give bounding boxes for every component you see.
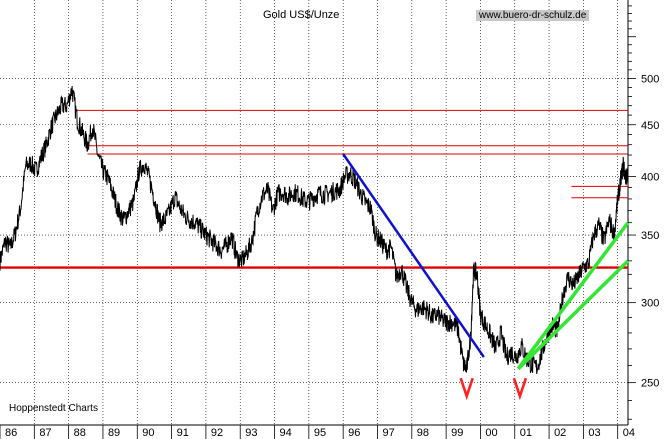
x-tick-label: 97 xyxy=(382,427,394,439)
x-tick-label: 87 xyxy=(39,427,51,439)
y-tick-label: 450 xyxy=(641,120,659,132)
v-bottom-mark xyxy=(459,377,474,401)
website-url[interactable]: www.buero-dr-schulz.de xyxy=(476,10,590,21)
y-tick-label: 250 xyxy=(641,378,659,390)
x-tick-label: 92 xyxy=(211,427,223,439)
x-tick-label: 89 xyxy=(108,427,120,439)
x-tick-label: 88 xyxy=(74,427,86,439)
data-source-label: Hoppenstedt Charts xyxy=(9,403,98,414)
x-tick-label: 94 xyxy=(280,427,292,439)
v-bottom-mark xyxy=(512,377,528,401)
y-tick-label: 500 xyxy=(641,74,659,86)
uptrend-line xyxy=(516,259,630,371)
x-tick-label: 04 xyxy=(623,427,635,439)
uptrend-line xyxy=(516,221,630,370)
y-tick-label: 300 xyxy=(641,298,659,310)
x-tick-label: 90 xyxy=(142,427,154,439)
x-tick-label: 00 xyxy=(485,427,497,439)
y-tick-label: 400 xyxy=(641,171,659,183)
y-tick-label: 350 xyxy=(641,230,659,242)
x-tick-label: 93 xyxy=(245,427,257,439)
x-tick-label: 91 xyxy=(177,427,189,439)
x-tick-label: 86 xyxy=(5,427,17,439)
x-tick-label: 96 xyxy=(348,427,360,439)
x-tick-label: 99 xyxy=(451,427,463,439)
chart-title: Gold US$/Unze xyxy=(263,9,340,21)
x-tick-label: 01 xyxy=(520,427,532,439)
x-tick-label: 03 xyxy=(588,427,600,439)
downtrend-line xyxy=(342,153,485,358)
x-tick-label: 95 xyxy=(314,427,326,439)
x-tick-label: 98 xyxy=(417,427,429,439)
x-tick-label: 02 xyxy=(554,427,566,439)
